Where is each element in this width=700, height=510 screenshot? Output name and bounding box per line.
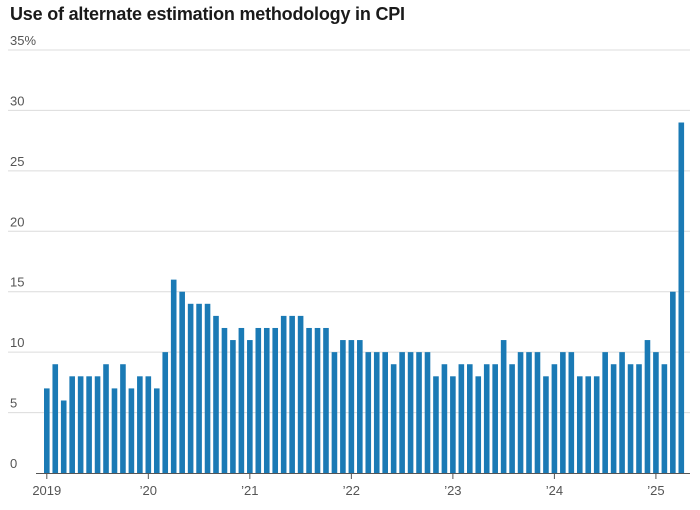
bar <box>263 327 270 473</box>
y-tick-label: 15 <box>10 275 24 290</box>
bar <box>103 364 109 473</box>
bar <box>653 352 659 473</box>
bar <box>69 376 75 473</box>
bar <box>585 376 592 473</box>
bar <box>661 364 668 473</box>
bar <box>179 291 185 473</box>
bar <box>323 327 329 473</box>
bar <box>382 352 388 473</box>
bar <box>543 376 549 473</box>
bar <box>170 279 177 473</box>
x-tick-label: ’21 <box>241 483 258 498</box>
bar <box>534 352 541 473</box>
bar <box>492 364 498 473</box>
bar <box>568 352 575 473</box>
x-tick-label: 2019 <box>32 483 61 498</box>
bar <box>576 376 583 473</box>
bar <box>230 340 236 473</box>
y-tick-label: 35% <box>10 33 36 48</box>
bar <box>670 291 676 473</box>
bar <box>644 340 651 473</box>
bar <box>94 376 101 473</box>
bar <box>297 315 304 473</box>
bar <box>475 376 482 473</box>
bar <box>204 303 211 473</box>
x-tick-label: ’20 <box>140 483 157 498</box>
bar <box>162 352 169 473</box>
bar <box>52 364 59 473</box>
bar <box>255 327 262 473</box>
bar <box>636 364 642 473</box>
bar <box>187 303 194 473</box>
bar <box>145 376 152 473</box>
bar <box>238 327 245 473</box>
bar <box>120 364 126 473</box>
bar <box>560 352 566 473</box>
bar <box>500 340 507 473</box>
y-tick-label: 25 <box>10 154 24 169</box>
bar <box>433 376 439 473</box>
x-tick-label: ’24 <box>546 483 563 498</box>
axes: 0 5 10 15 20 25 30 35% 2019 ’20 ’21 ’22 ’23 ’24 ’25 <box>10 33 690 498</box>
bar <box>602 352 608 473</box>
bar <box>280 315 287 473</box>
bar <box>619 352 625 473</box>
bar <box>60 400 67 473</box>
bar <box>450 376 456 473</box>
bar <box>441 364 448 473</box>
bar <box>627 364 634 473</box>
y-tick-label: 20 <box>10 214 24 229</box>
x-tick-label: ’23 <box>444 483 461 498</box>
bar <box>467 364 473 473</box>
bar <box>331 352 338 473</box>
bar <box>407 352 414 473</box>
x-tick-label: ’22 <box>343 483 360 498</box>
bar <box>357 340 363 473</box>
y-tick-label: 10 <box>10 335 24 350</box>
bar <box>196 303 202 473</box>
bar <box>416 352 422 473</box>
bar <box>153 388 160 473</box>
bar <box>137 376 143 473</box>
bar <box>509 364 515 473</box>
bar <box>390 364 397 473</box>
bar <box>424 352 431 473</box>
bars <box>44 122 685 473</box>
bar <box>348 340 355 473</box>
bar <box>526 352 532 473</box>
bar <box>340 340 346 473</box>
bar <box>77 376 84 473</box>
bar <box>610 364 617 473</box>
bar <box>365 352 372 473</box>
bar <box>458 364 465 473</box>
bar <box>306 327 312 473</box>
bar <box>373 352 380 473</box>
bar <box>247 340 253 473</box>
bar <box>272 327 279 473</box>
bar <box>399 352 405 473</box>
x-tick-label: ’25 <box>647 483 664 498</box>
bar <box>678 122 685 473</box>
y-tick-label: 5 <box>10 396 17 411</box>
bar <box>86 376 92 473</box>
chart-title: Use of alternate estimation methodology … <box>10 4 405 24</box>
y-tick-label: 0 <box>10 456 17 471</box>
bar <box>593 376 600 473</box>
bar <box>221 327 228 473</box>
bar <box>128 388 135 473</box>
bar <box>517 352 524 473</box>
bar <box>551 364 558 473</box>
bar <box>314 327 321 473</box>
bar <box>483 364 490 473</box>
y-tick-label: 30 <box>10 93 24 108</box>
bar <box>289 315 295 473</box>
bar <box>213 315 219 473</box>
bar <box>111 388 118 473</box>
bar <box>44 388 50 473</box>
